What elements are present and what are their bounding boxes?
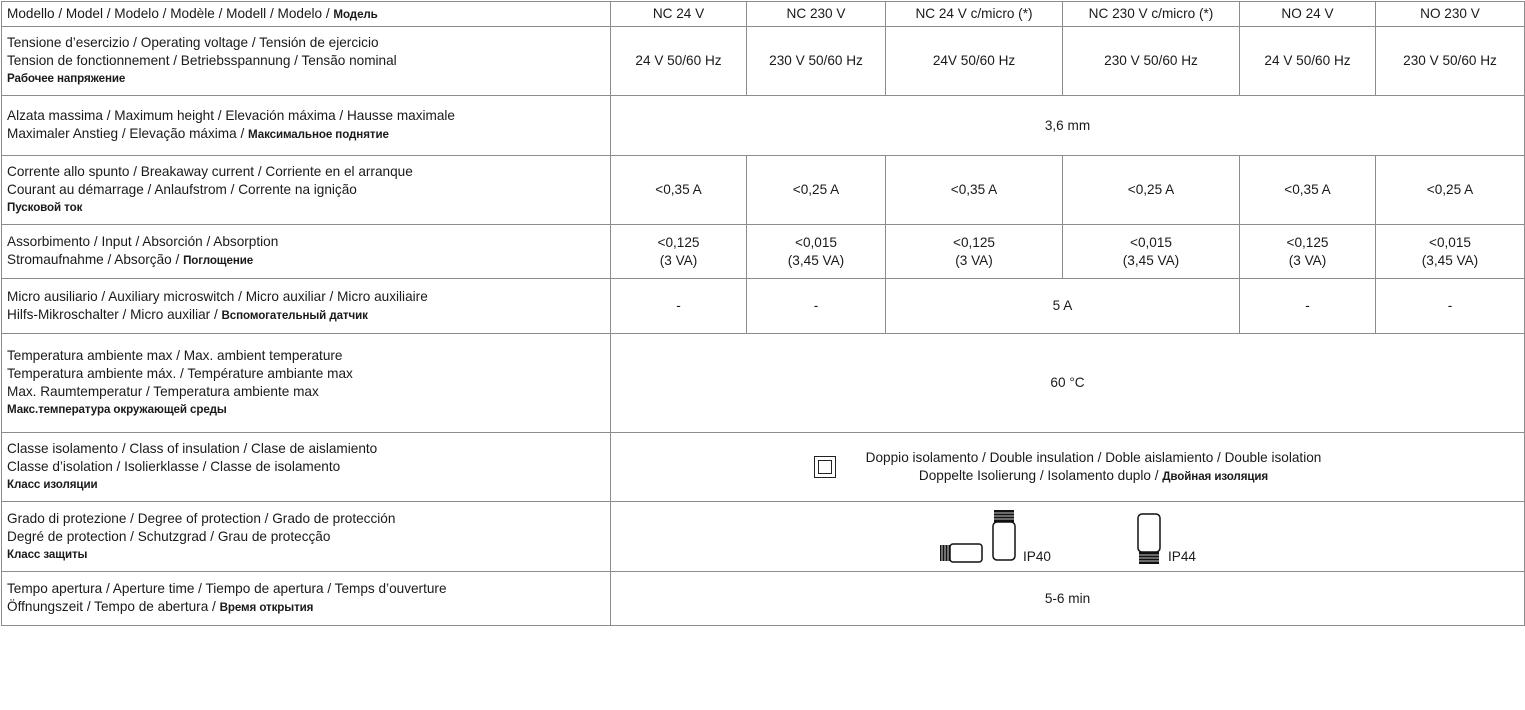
voltage-value: 24V 50/60 Hz	[885, 26, 1063, 96]
header-row: Modello / Model / Modelo / Modèle / Mode…	[1, 1, 1525, 27]
temp-label: Temperatura ambiente max / Max. ambient …	[1, 333, 611, 433]
voltage-value: 230 V 50/60 Hz	[746, 26, 886, 96]
model-header: NC 230 V	[746, 1, 886, 27]
horizontal-actuator-icon	[940, 542, 983, 563]
temp-value: 60 °C	[610, 333, 1525, 433]
input-row: Assorbimento / Input / Absorción / Absor…	[1, 224, 1525, 279]
double-insulation-icon	[813, 456, 836, 478]
input-value: <0,125 (3 VA)	[1239, 224, 1376, 279]
voltage-value: 24 V 50/60 Hz	[1239, 26, 1376, 96]
height-row: Alzata massima / Maximum height / Elevac…	[1, 95, 1525, 156]
current-value: <0,25 A	[1062, 155, 1240, 225]
ip40-label: IP40	[1023, 548, 1051, 564]
current-value: <0,35 A	[610, 155, 747, 225]
current-label: Corrente allo spunto / Breakaway current…	[1, 155, 611, 225]
insulation-row: Classe isolamento / Class of insulation …	[1, 432, 1525, 502]
micro-value-merged: 5 A	[885, 278, 1240, 334]
model-header: NC 230 V c/micro (*)	[1062, 1, 1240, 27]
input-value: <0,125 (3 VA)	[610, 224, 747, 279]
inverted-actuator-icon	[1137, 512, 1161, 564]
height-label: Alzata massima / Maximum height / Elevac…	[1, 95, 611, 156]
voltage-value: 230 V 50/60 Hz	[1375, 26, 1525, 96]
insulation-value: Doppio isolamento / Double insulation / …	[610, 432, 1525, 502]
model-header: NC 24 V	[610, 1, 747, 27]
ip44-label: IP44	[1168, 548, 1196, 564]
aperture-value: 5-6 min	[610, 571, 1525, 626]
micro-label: Micro ausiliario / Auxiliary microswitch…	[1, 278, 611, 334]
current-value: <0,35 A	[885, 155, 1063, 225]
model-header: NC 24 V c/micro (*)	[885, 1, 1063, 27]
input-value: <0,125 (3 VA)	[885, 224, 1063, 279]
current-row: Corrente allo spunto / Breakaway current…	[1, 155, 1525, 225]
vertical-actuator-icon	[992, 509, 1016, 561]
insulation-label: Classe isolamento / Class of insulation …	[1, 432, 611, 502]
protection-label: Grado di protezione / Degree of protecti…	[1, 501, 611, 572]
current-value: <0,35 A	[1239, 155, 1376, 225]
voltage-label: Tensione d’esercizio / Operating voltage…	[1, 26, 611, 96]
input-value: <0,015 (3,45 VA)	[746, 224, 886, 279]
current-value: <0,25 A	[746, 155, 886, 225]
height-value: 3,6 mm	[610, 95, 1525, 156]
temp-row: Temperatura ambiente max / Max. ambient …	[1, 333, 1525, 433]
model-header: NO 230 V	[1375, 1, 1525, 27]
ip40-group: IP40	[939, 508, 1051, 566]
voltage-value: 230 V 50/60 Hz	[1062, 26, 1240, 96]
protection-row: Grado di protezione / Degree of protecti…	[1, 501, 1525, 572]
model-header: NO 24 V	[1239, 1, 1376, 27]
aperture-row: Tempo apertura / Aperture time / Tiempo …	[1, 571, 1525, 626]
protection-value: IP40 IP44	[610, 501, 1525, 572]
input-value: <0,015 (3,45 VA)	[1375, 224, 1525, 279]
voltage-row: Tensione d’esercizio / Operating voltage…	[1, 26, 1525, 96]
voltage-value: 24 V 50/60 Hz	[610, 26, 747, 96]
micro-row: Micro ausiliario / Auxiliary microswitch…	[1, 278, 1525, 334]
input-label: Assorbimento / Input / Absorción / Absor…	[1, 224, 611, 279]
model-label-cell: Modello / Model / Modelo / Modèle / Mode…	[1, 1, 611, 27]
ip44-group: IP44	[1136, 508, 1196, 566]
input-value: <0,015 (3,45 VA)	[1062, 224, 1240, 279]
current-value: <0,25 A	[1375, 155, 1525, 225]
micro-value: -	[610, 278, 747, 334]
spec-table: Modello / Model / Modelo / Modèle / Mode…	[1, 1, 1525, 626]
micro-value: -	[746, 278, 886, 334]
micro-value: -	[1239, 278, 1376, 334]
aperture-label: Tempo apertura / Aperture time / Tiempo …	[1, 571, 611, 626]
micro-value: -	[1375, 278, 1525, 334]
